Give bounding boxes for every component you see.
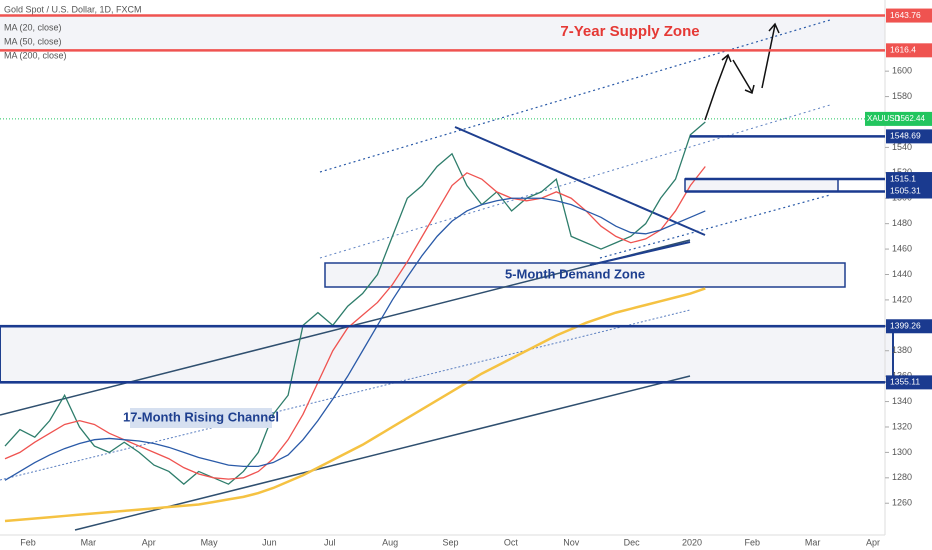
arrow-head [721,53,732,63]
y-tick-label: 1540 [892,142,912,152]
annotation: 17-Month Rising Channel [123,409,279,424]
x-tick-label: Mar [81,537,97,547]
zone-box [684,178,839,193]
x-tick-label: Apr [866,537,880,547]
y-tick-label: 1420 [892,294,912,304]
y-tick-label: 1480 [892,218,912,228]
current-price-value: 1562.44 [896,114,925,123]
y-tick-label: 1320 [892,421,912,431]
arrow-head [744,84,755,95]
annotation-bg [130,408,272,428]
x-tick-label: Mar [805,537,821,547]
level-label-box [886,129,932,144]
y-tick-label: 1580 [892,91,912,101]
trend-line [589,241,691,266]
x-tick-label: May [201,537,219,547]
y-tick-label: 1280 [892,472,912,482]
current-price-box [865,111,932,126]
x-tick-label: Sep [443,537,459,547]
legend-entry: MA (200, close) [4,50,67,60]
level-label-box [886,8,932,23]
current-price-name: XAUUSD [867,114,901,123]
y-tick-label: 1300 [892,447,912,457]
ma-line [4,166,706,480]
annotation: 5-Month Demand Zone [505,266,645,281]
x-tick-label: Feb [745,537,761,547]
x-tick-label: Aug [382,537,398,547]
level-label-box [886,184,932,199]
arrow [732,59,753,93]
plot [0,118,885,523]
x-tick-label: Jul [324,537,336,547]
channel-line [319,104,831,259]
x-tick-label: 2020 [682,537,702,547]
channel-line [0,309,691,481]
level-label: 1616.4 [890,45,916,55]
level-label: 1355.11 [890,377,920,387]
y-tick-label: 1460 [892,243,912,253]
zone-box [0,324,894,383]
supply-zone [0,15,885,51]
x-tick-label: Oct [504,537,519,547]
x-tick-label: Apr [142,537,156,547]
level-label-box [886,375,932,390]
y-tick-label: 1340 [892,396,912,406]
level-label: 1505.31 [890,186,921,196]
level-label-box [886,319,932,334]
level-label: 1515.1 [890,173,916,183]
legend-entry: MA (20, close) [4,22,62,32]
price-line [4,121,706,486]
level-label: 1399.26 [890,321,921,331]
channel-line [319,19,831,173]
x-tick-label: Dec [624,537,641,547]
y-tick-label: 1260 [892,498,912,508]
trend-line [74,375,691,531]
x-tick-label: Feb [20,537,36,547]
arrow [761,24,776,89]
x-tick-label: Nov [563,537,580,547]
legend-entry: MA (50, close) [4,36,62,46]
annotation: 7-Year Supply Zone [560,23,699,40]
trend-line [454,126,706,236]
arrow [704,55,729,121]
legend-title: Gold Spot / U.S. Dollar, 1D, FXCM [4,4,142,14]
ma-line [4,287,706,523]
y-tick-label: 1380 [892,345,912,355]
level-label-box [886,43,932,58]
y-tick-label: 1600 [892,66,912,76]
level-label: 1548.69 [890,131,921,141]
x-tick-label: Jun [262,537,277,547]
arrow-head [768,22,780,34]
level-label-box [886,172,932,187]
level-label: 1643.76 [890,10,921,20]
y-tick-label: 1440 [892,269,912,279]
ma-line [4,197,706,481]
